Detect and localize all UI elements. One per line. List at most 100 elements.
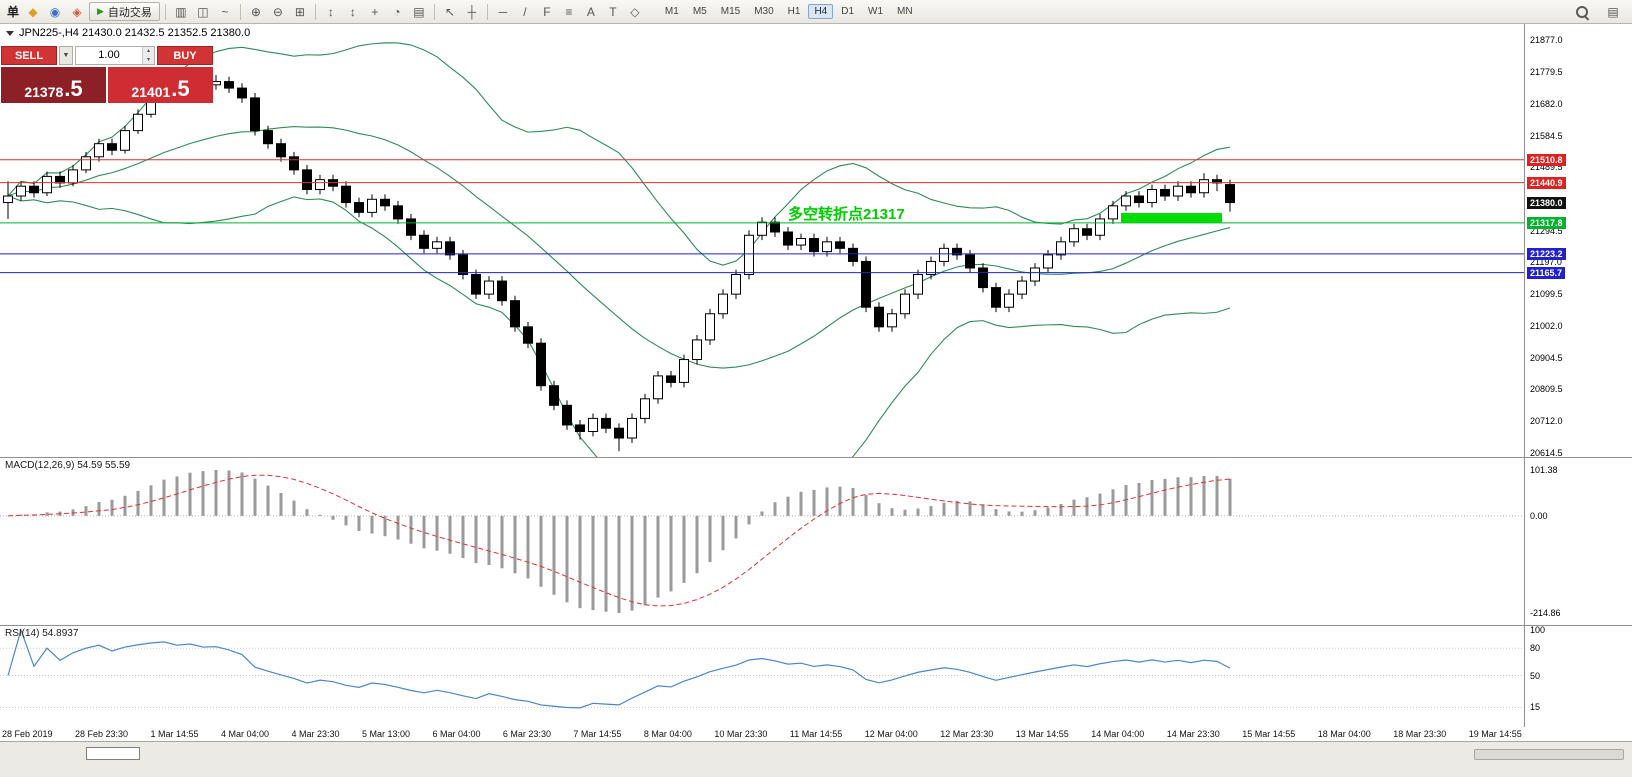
- navigator-icon[interactable]: ◉: [49, 4, 61, 19]
- buy-price[interactable]: 21401 .5: [108, 67, 213, 103]
- sell-price[interactable]: 21378 .5: [1, 67, 106, 103]
- time-axis-label: 14 Mar 04:00: [1091, 729, 1145, 739]
- buy-button[interactable]: BUY: [157, 46, 213, 65]
- candle-up: [627, 417, 637, 439]
- candle-up: [757, 221, 767, 236]
- timeframe-H1[interactable]: H1: [787, 6, 801, 17]
- candle-down: [419, 234, 429, 249]
- timeframe-MN[interactable]: MN: [897, 6, 913, 17]
- candle-up: [1056, 241, 1066, 256]
- fibonacci-icon[interactable]: F: [543, 4, 551, 19]
- price-badge: 21165.7: [1527, 266, 1566, 279]
- price-axis: 21877.0 21779.5 21682.0 21584.5 21489.5 21294…: [1524, 24, 1632, 458]
- chart-annotation-text[interactable]: 多空转折点21317: [788, 206, 905, 224]
- macd-axis: 101.38 0.00 -214.86: [1524, 458, 1632, 625]
- trendline-icon[interactable]: /: [523, 4, 527, 19]
- candle-up: [887, 313, 897, 328]
- volume-up-icon[interactable]: ▴: [143, 47, 154, 56]
- horizontal-line-icon[interactable]: ─: [498, 4, 508, 19]
- timeframe-D1[interactable]: D1: [841, 6, 855, 17]
- templates-icon[interactable]: ▤: [413, 4, 425, 19]
- candle-up: [1095, 218, 1105, 236]
- timeframe-M5[interactable]: M5: [692, 6, 707, 17]
- volume-stepper[interactable]: 1.00 ▴ ▾: [75, 46, 155, 65]
- timeframe-W1[interactable]: W1: [868, 6, 884, 17]
- rsi-panel[interactable]: 100 80 50 15 RSI(14) 54.8937: [0, 625, 1632, 727]
- candle-up: [692, 339, 702, 361]
- sell-button[interactable]: SELL: [1, 46, 57, 65]
- horizontal-scrollbar[interactable]: [1474, 749, 1624, 760]
- macd-panel[interactable]: 101.38 0.00 -214.86 MACD(12,26,9) 54.59 55…: [0, 457, 1632, 625]
- price-axis-label: 20904.5: [1530, 353, 1563, 364]
- candle-up: [1043, 254, 1053, 269]
- volume-value[interactable]: 1.00: [98, 49, 120, 61]
- price-badge: 21440.9: [1527, 176, 1566, 189]
- candle-down: [510, 300, 520, 328]
- candle-up: [1030, 267, 1040, 282]
- candle-up: [68, 169, 78, 184]
- panel-toggle-icon[interactable]: ▤: [1607, 5, 1619, 19]
- candle-down: [107, 143, 117, 151]
- objects-list-icon[interactable]: ↕: [349, 4, 356, 19]
- price-axis-label: 21584.5: [1530, 130, 1563, 141]
- bar-chart-icon[interactable]: ▥: [175, 4, 187, 19]
- price-axis-label: 21489.5: [1530, 161, 1563, 172]
- candlestick-chart-icon[interactable]: ◫: [197, 4, 209, 19]
- market-watch-icon[interactable]: ◆: [28, 4, 38, 19]
- quick-nav-input[interactable]: [86, 747, 140, 760]
- autotrade-button-icon: ▶: [97, 6, 104, 16]
- candle-up: [679, 359, 689, 383]
- shapes-icon[interactable]: ◇: [630, 4, 640, 19]
- time-axis-label: 11 Mar 14:55: [789, 729, 843, 739]
- text-icon[interactable]: A: [586, 4, 595, 19]
- zoom-out-icon[interactable]: ⊖: [272, 4, 283, 19]
- line-chart-icon[interactable]: ~: [221, 4, 229, 19]
- macd-axis-label: 0.00: [1530, 510, 1548, 521]
- candle-up: [1199, 179, 1209, 194]
- rsi-axis-label: 80: [1530, 643, 1541, 654]
- time-axis-label: 13 Mar 14:55: [1015, 729, 1069, 739]
- one-click-collapse-icon[interactable]: [6, 30, 14, 36]
- candle-down: [237, 87, 247, 99]
- timeframe-M30[interactable]: M30: [754, 6, 774, 17]
- new-order-button[interactable]: 单: [6, 5, 19, 19]
- timeframe-M15[interactable]: M15: [720, 6, 741, 17]
- price-chart-panel[interactable]: 21877.0 21779.5 21682.0 21584.5 21489.5 21294…: [0, 24, 1632, 458]
- candle-down: [1134, 195, 1144, 204]
- candle-down: [1186, 185, 1196, 194]
- candle-down: [250, 97, 260, 132]
- candle-up: [484, 280, 494, 295]
- add-indicator-icon[interactable]: +: [371, 4, 379, 19]
- candle-up: [1004, 293, 1014, 308]
- highlight-rect[interactable]: [1121, 213, 1222, 223]
- period-icon[interactable]: ◔: [393, 4, 401, 19]
- toolbar-separator: [433, 3, 435, 20]
- toolbar-separator: [314, 3, 316, 20]
- rsi-axis-label: 50: [1530, 670, 1541, 681]
- equidistant-channel-icon[interactable]: ≡: [565, 4, 573, 19]
- search-icon[interactable]: [1575, 5, 1590, 20]
- crosshair-icon[interactable]: ┼: [467, 4, 477, 19]
- autotrade-button-label: 自动交易: [107, 6, 152, 19]
- candle-up: [1017, 280, 1027, 295]
- price-chart-canvas[interactable]: [0, 24, 1524, 457]
- tile-windows-icon[interactable]: ⊞: [294, 4, 305, 19]
- cursor-icon[interactable]: ↖: [444, 4, 455, 19]
- volume-down-icon[interactable]: ▾: [143, 55, 154, 64]
- zoom-in-icon[interactable]: ⊕: [250, 4, 261, 19]
- toolbar-separator: [164, 3, 166, 20]
- time-axis-label: 4 Mar 23:30: [291, 729, 340, 739]
- time-axis-label: 28 Feb 23:30: [75, 729, 129, 739]
- timeframe-M1[interactable]: M1: [664, 6, 679, 17]
- terminal-icon[interactable]: ◈: [72, 4, 82, 19]
- indicators-list-icon[interactable]: ↕: [327, 4, 334, 19]
- timeframe-H4[interactable]: H4: [808, 4, 834, 19]
- candle-down: [224, 81, 234, 89]
- volume-dropdown-icon[interactable]: ▼: [59, 46, 73, 65]
- autotrade-button[interactable]: ▶ 自动交易: [89, 2, 160, 21]
- candle-up: [432, 241, 442, 249]
- candle-up: [1108, 205, 1118, 220]
- time-axis-label: 7 Mar 14:55: [573, 729, 622, 739]
- candle-down: [549, 385, 559, 406]
- text-label-icon[interactable]: T: [609, 4, 617, 19]
